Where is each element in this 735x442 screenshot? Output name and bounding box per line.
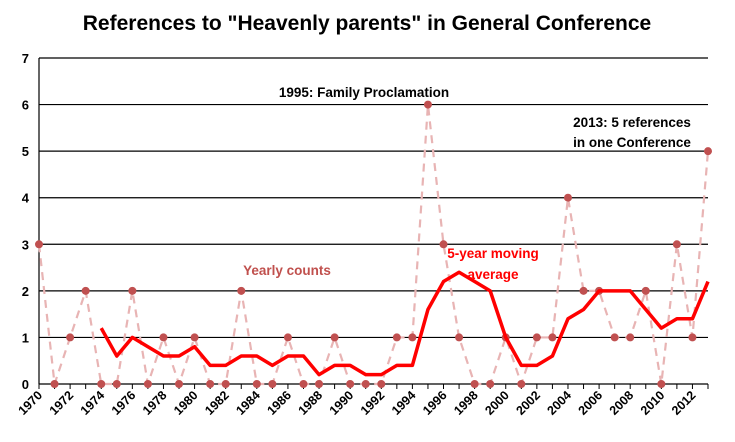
yearly-count-point bbox=[112, 380, 121, 388]
x-tick-label: 1998 bbox=[451, 388, 481, 418]
yearly-count-point bbox=[626, 333, 635, 342]
x-tick-label: 2004 bbox=[545, 388, 575, 418]
yearly-count-point bbox=[190, 333, 199, 342]
x-tick-label: 1990 bbox=[327, 388, 357, 418]
annotation-2013-line2: in one Conference bbox=[573, 135, 691, 150]
y-tick-label: 4 bbox=[22, 191, 30, 206]
yearly-count-point bbox=[299, 380, 308, 388]
yearly-count-point bbox=[532, 333, 541, 342]
annotation-yearly-counts: Yearly counts bbox=[243, 263, 331, 278]
yearly-count-point bbox=[657, 380, 666, 388]
yearly-count-point bbox=[672, 240, 681, 249]
annotation-moving-average-line1: 5-year moving bbox=[447, 246, 539, 261]
annotation-2013-line1: 2013: 5 references bbox=[573, 115, 691, 130]
x-tick-label: 1976 bbox=[109, 388, 139, 418]
yearly-count-point bbox=[610, 333, 619, 342]
yearly-count-point bbox=[439, 240, 448, 249]
x-tick-label: 2000 bbox=[482, 388, 512, 418]
x-axis: 1970 1972 1974 1976 1978 1980 1982 1984 1986 1988… bbox=[16, 384, 709, 418]
yearly-count-point bbox=[50, 380, 59, 388]
yearly-count-point bbox=[563, 193, 572, 202]
x-tick-label: 1986 bbox=[264, 388, 294, 418]
yearly-count-point bbox=[206, 380, 215, 388]
y-tick-label: 0 bbox=[22, 377, 29, 392]
x-tick-label: 2008 bbox=[607, 388, 637, 418]
x-tick-label: 1980 bbox=[171, 388, 201, 418]
y-tick-label: 7 bbox=[22, 51, 29, 66]
x-tick-label: 1996 bbox=[420, 388, 450, 418]
yearly-count-point bbox=[128, 286, 137, 295]
y-tick-label: 6 bbox=[22, 98, 29, 113]
y-axis: 0 1 2 3 4 5 6 7 bbox=[22, 51, 30, 392]
x-tick-label: 2006 bbox=[576, 388, 606, 418]
yearly-count-point bbox=[252, 380, 261, 388]
series-yearly-counts bbox=[35, 100, 712, 388]
y-tick-label: 1 bbox=[22, 330, 29, 345]
yearly-count-point bbox=[315, 380, 324, 388]
annotation-moving-average-line2: average bbox=[467, 267, 519, 282]
yearly-count-point bbox=[97, 380, 106, 388]
moving-average-line bbox=[99, 270, 710, 377]
yearly-count-point bbox=[470, 380, 479, 388]
yearly-count-point bbox=[517, 380, 526, 388]
y-tick-label: 2 bbox=[22, 284, 29, 299]
yearly-count-point bbox=[408, 333, 417, 342]
series-moving-average bbox=[99, 270, 710, 377]
yearly-count-point bbox=[283, 333, 292, 342]
yearly-count-point bbox=[641, 286, 650, 295]
yearly-count-point bbox=[704, 147, 712, 156]
yearly-count-point bbox=[455, 333, 464, 342]
grid bbox=[38, 57, 708, 385]
yearly-count-point bbox=[143, 380, 152, 388]
yearly-count-point bbox=[175, 380, 184, 388]
yearly-count-point bbox=[688, 333, 697, 342]
y-tick-label: 3 bbox=[22, 237, 29, 252]
yearly-count-point bbox=[268, 380, 277, 388]
yearly-count-point bbox=[486, 380, 495, 388]
yearly-count-point bbox=[159, 333, 168, 342]
x-tick-label: 2012 bbox=[669, 388, 699, 418]
yearly-count-point bbox=[377, 380, 386, 388]
yearly-count-point bbox=[237, 286, 246, 295]
x-tick-label: 1992 bbox=[358, 388, 388, 418]
yearly-count-point bbox=[361, 380, 370, 388]
x-tick-label: 2010 bbox=[638, 388, 668, 418]
y-tick-label: 5 bbox=[22, 144, 29, 159]
annotation-family-proclamation: 1995: Family Proclamation bbox=[279, 85, 449, 100]
yearly-count-point bbox=[81, 286, 90, 295]
yearly-count-point bbox=[423, 100, 432, 109]
x-tick-label: 1982 bbox=[202, 388, 232, 418]
x-tick-label: 1984 bbox=[233, 388, 263, 418]
x-tick-label: 2002 bbox=[513, 388, 543, 418]
x-tick-label: 1970 bbox=[16, 388, 46, 418]
yearly-count-point bbox=[579, 286, 588, 295]
x-tick-label: 1972 bbox=[47, 388, 77, 418]
yearly-count-point bbox=[392, 333, 401, 342]
yearly-count-point bbox=[35, 240, 43, 249]
yearly-count-point bbox=[330, 333, 339, 342]
yearly-count-point bbox=[66, 333, 75, 342]
chart-title: References to "Heavenly parents" in Gene… bbox=[83, 12, 651, 35]
yearly-count-point bbox=[346, 380, 355, 388]
x-tick-label: 1974 bbox=[78, 388, 108, 418]
yearly-count-point bbox=[221, 380, 230, 388]
x-tick-label: 1978 bbox=[140, 388, 170, 418]
yearly-count-point bbox=[548, 333, 557, 342]
x-tick-label: 1988 bbox=[296, 388, 326, 418]
x-tick-label: 1994 bbox=[389, 388, 419, 418]
